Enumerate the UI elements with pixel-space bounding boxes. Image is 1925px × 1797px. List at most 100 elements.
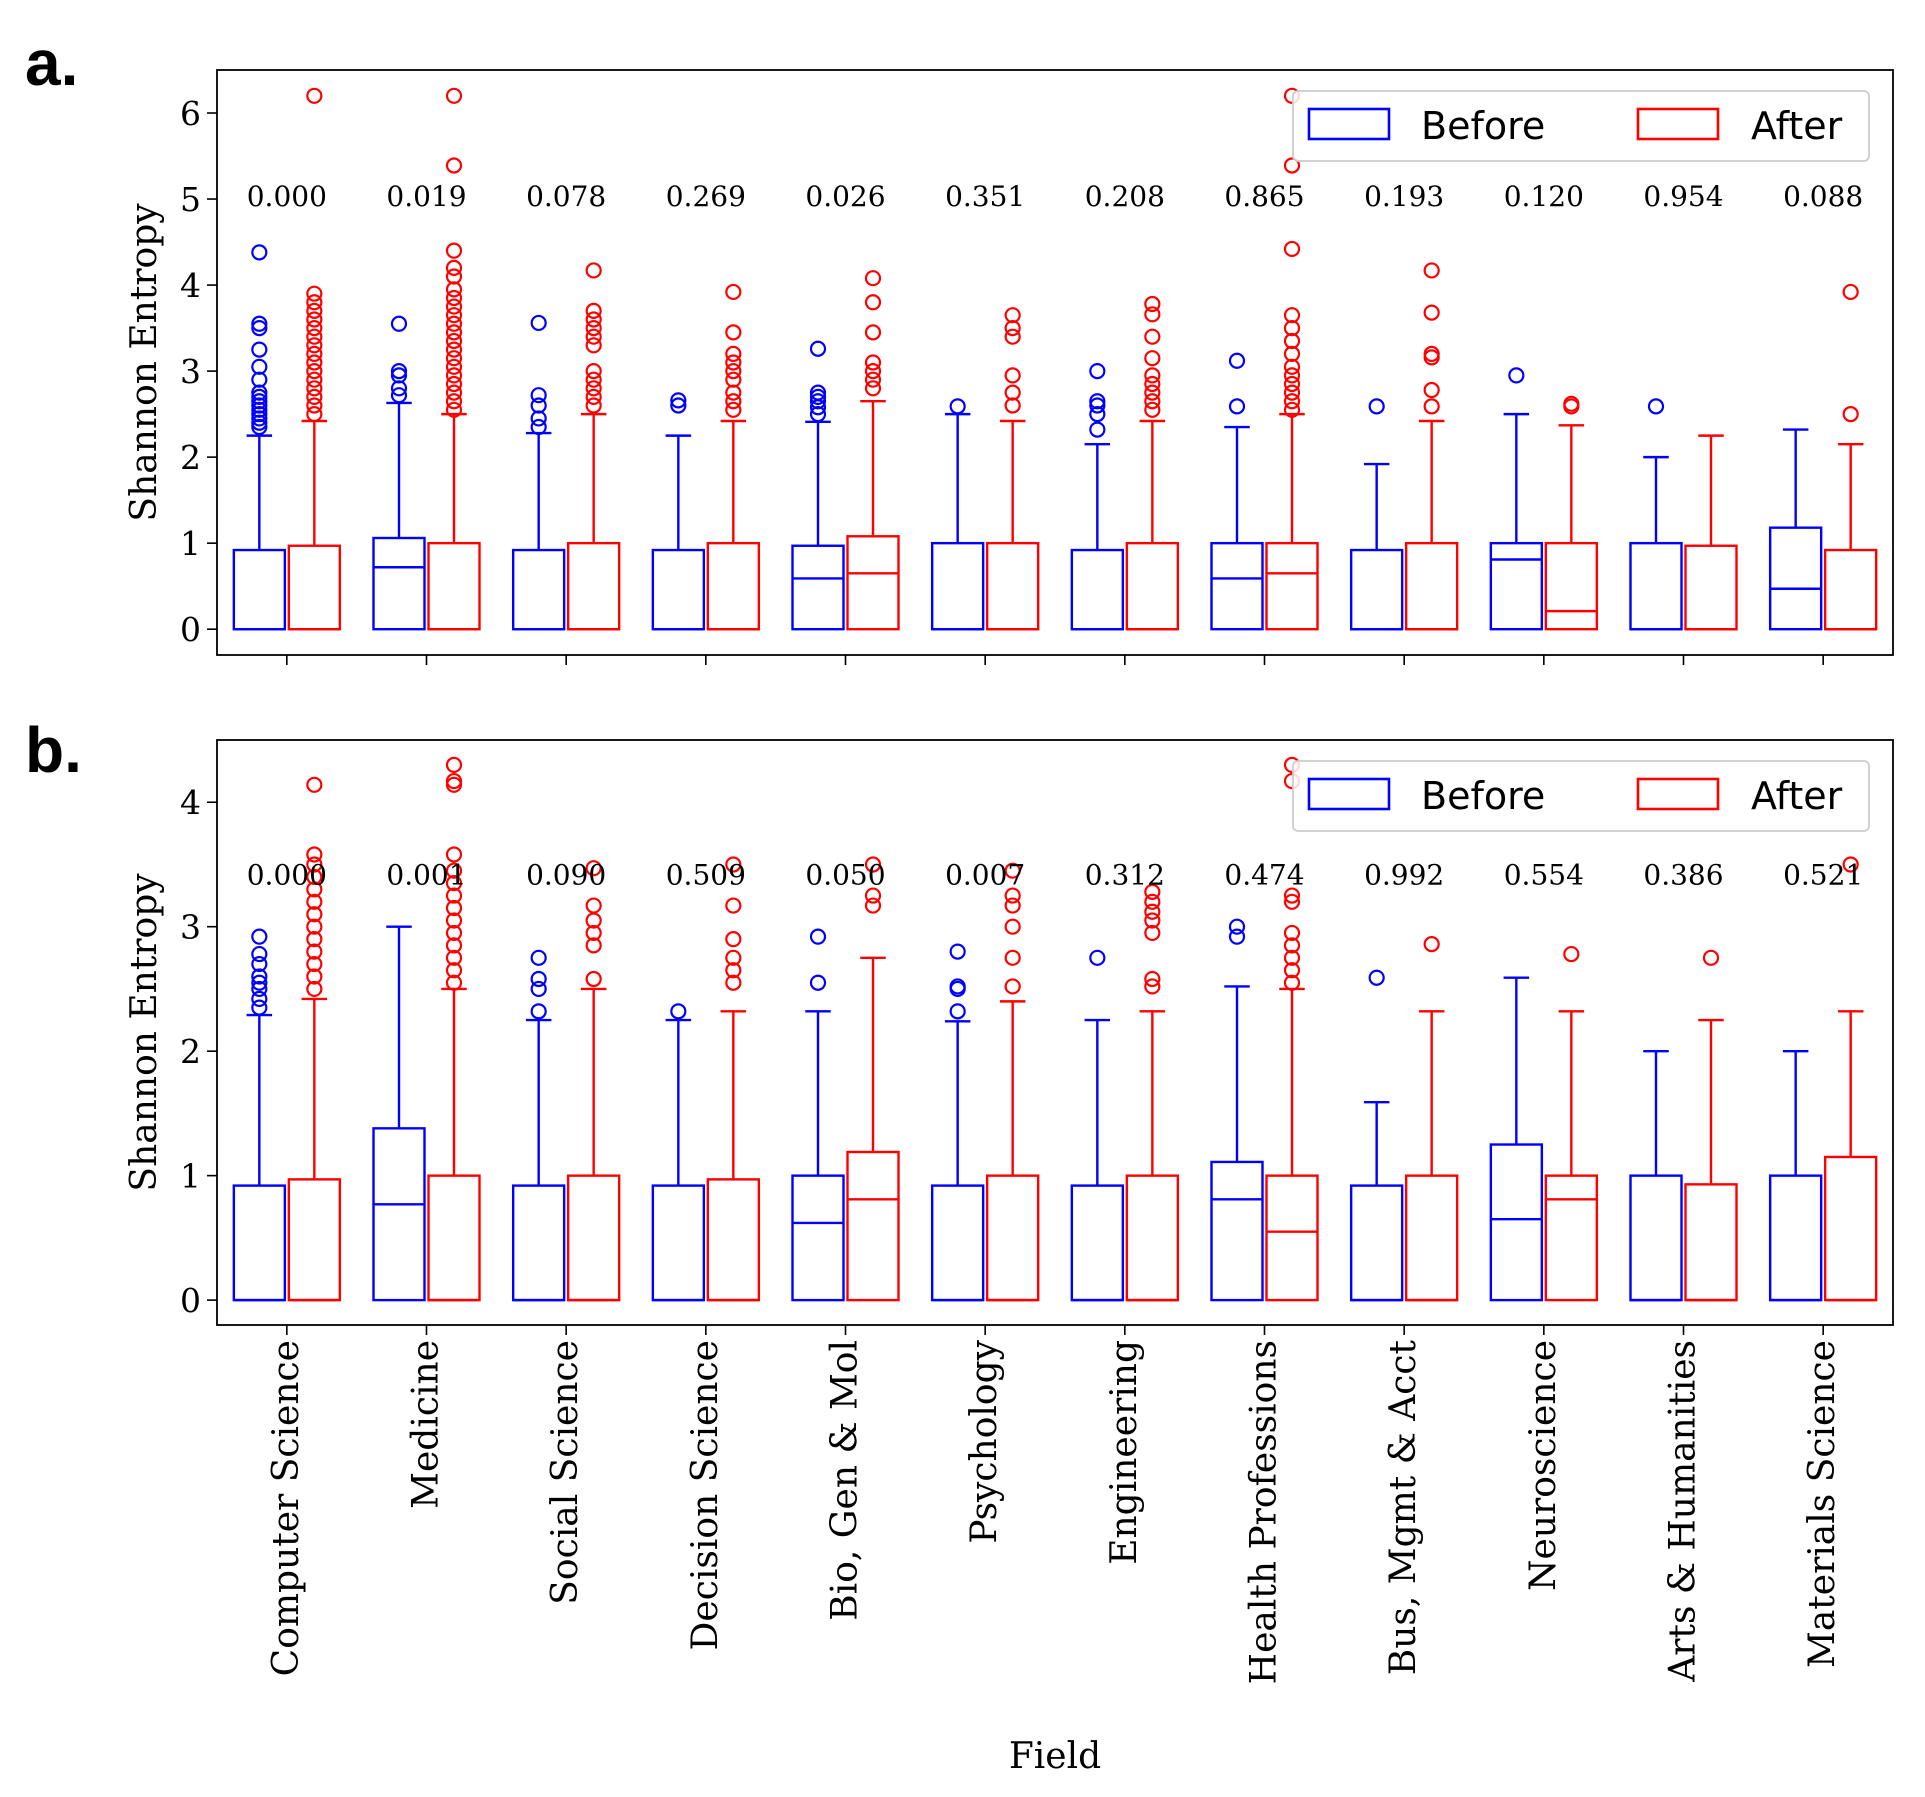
p-value-label: 0.007 [945,858,1025,891]
outlier-point [306,881,323,898]
box-after [1544,945,1599,1302]
box-after [985,862,1040,1302]
outlier-point [1144,893,1161,910]
iqr-box [1265,541,1319,631]
box-before [1070,949,1125,1302]
outlier-point [864,270,882,287]
x-tick-label: Decision Science [685,1340,726,1650]
outlier-point [1423,936,1440,953]
outlier-point [306,302,323,319]
outlier-point [445,332,463,350]
outlier-point [306,311,323,328]
outlier-point [585,860,602,877]
box-after [1404,936,1459,1302]
outlier-point [445,962,463,979]
outlier-point [1004,384,1021,401]
box-before [651,392,706,631]
outlier-point [445,350,463,367]
iqr-box [1070,1184,1125,1302]
outlier-point [1004,367,1021,384]
outlier-point [1283,384,1301,401]
outlier-point [585,371,602,388]
outlier-point [864,371,882,388]
outlier-point [1228,352,1246,369]
outlier-point [1283,367,1301,384]
outlier-point [306,380,323,397]
outlier-point [530,980,547,998]
outlier-point [1423,381,1440,399]
outlier-point [306,955,323,973]
outlier-point [445,298,463,315]
outlier-point [1283,893,1301,910]
legend: Before After [1292,760,1870,832]
outlier-point [949,1003,966,1020]
outlier-point [530,387,547,404]
box-after [1823,856,1878,1302]
box-after [287,776,342,1302]
iqr-box [1070,548,1125,631]
outlier-point [306,371,323,388]
p-value-label: 0.554 [1504,858,1584,891]
outlier-point [445,862,463,879]
outlier-point [1144,306,1161,323]
outlier-point [306,918,323,935]
box-before [1768,1049,1823,1302]
legend-swatch-after [1636,777,1720,811]
y-tick-label: 6 [180,94,201,133]
outlier-point [1144,375,1161,393]
outlier-point [445,924,463,942]
outlier-point [585,388,602,406]
legend-label-before: Before [1421,774,1545,818]
outlier-point [251,974,268,991]
iqr-box [1629,541,1683,631]
iqr-box [1768,526,1823,631]
outlier-point [445,375,463,393]
box-after [287,87,342,631]
outlier-point [725,393,742,410]
panel-a: a. 0 1 2 3 4 5 6 Shannon Entropy 0.000 0.019 0.078 0… [25,27,1894,665]
outlier-point [1144,328,1161,345]
outlier-point [445,307,463,324]
outlier-point [306,893,323,910]
outlier-point [670,392,687,409]
p-value-label: 0.312 [1085,858,1165,891]
outlier-point [1423,262,1440,279]
outlier-point [864,294,882,311]
outlier-point [864,856,882,873]
outlier-point [390,363,408,380]
legend-label-after: After [1751,774,1843,818]
box-after [846,856,900,1302]
outlier-point [251,315,268,332]
iqr-box [511,548,566,631]
iqr-box [1404,1174,1459,1302]
iqr-box [1349,548,1404,631]
x-tick-label: Bus, Mgmt & Acct [1383,1339,1424,1675]
iqr-box [232,548,287,631]
outlier-point [1228,918,1246,935]
x-axis-label: Field [1009,1736,1101,1777]
legend-frame [1292,760,1870,832]
outlier-point [251,341,268,358]
iqr-box [427,541,481,631]
outlier-point [809,384,827,401]
outlier-point [1144,883,1161,900]
outlier-point [445,268,463,285]
legend-frame [1292,90,1870,162]
outlier-point [1423,398,1440,415]
p-value-label: 0.050 [805,858,885,891]
outlier-point [251,955,268,973]
legend: Before After [1292,90,1870,162]
outlier-point [585,319,602,337]
outlier-point [1423,304,1440,321]
outlier-point [809,974,827,991]
outlier-point [1368,398,1385,415]
outlier-point [1283,157,1301,174]
p-value-label: 0.521 [1783,858,1863,891]
outlier-point [585,380,602,397]
outlier-point [1508,367,1525,384]
outlier-point [725,949,742,966]
iqr-box [985,541,1040,631]
box-after [1125,883,1180,1302]
box-before [1070,363,1125,631]
outlier-point [670,397,687,414]
